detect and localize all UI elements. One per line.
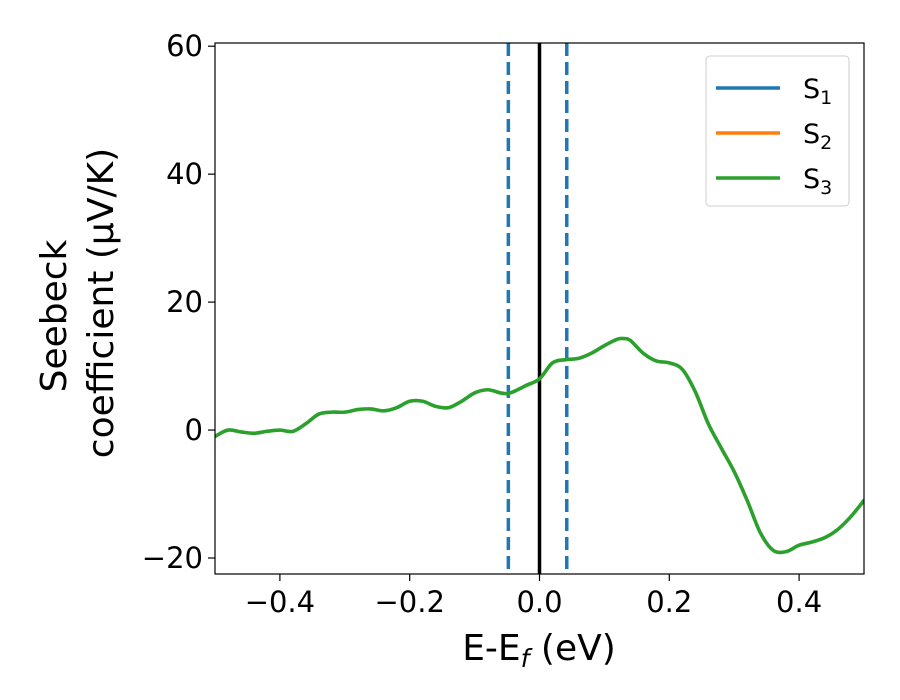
x-tick-label: −0.4 — [245, 585, 315, 619]
reference-lines — [506, 43, 569, 574]
series-line — [215, 336, 864, 555]
series-layer — [215, 336, 864, 555]
x-tick-label: 0.0 — [516, 585, 562, 619]
y-tick-label: 0 — [185, 413, 203, 447]
y-tick-label: 20 — [166, 285, 203, 319]
x-tick-label: 0.2 — [646, 585, 692, 619]
x-tick-label: −0.2 — [374, 585, 444, 619]
x-axis: −0.4 −0.2 0.0 0.2 0.4 — [245, 574, 822, 619]
legend: S1 S2 S3 — [705, 55, 850, 207]
legend-box — [705, 55, 850, 207]
y-axis-title-line2: coefficient (μV/K) — [81, 148, 122, 458]
y-tick-label: 60 — [166, 29, 203, 63]
legend-label: S2 — [803, 119, 832, 154]
x-axis-title-main: E-E — [462, 628, 520, 669]
y-axis-title: Seebeck coefficient (μV/K) — [34, 148, 122, 458]
x-tick-label: 0.4 — [776, 585, 822, 619]
y-axis: −20 0 20 40 60 — [142, 29, 215, 575]
legend-label: S3 — [803, 164, 832, 199]
y-tick-label: 40 — [166, 157, 203, 191]
legend-label: S1 — [803, 74, 832, 109]
y-tick-label: −20 — [142, 541, 203, 575]
x-axis-title-unit: (eV) — [529, 628, 615, 669]
y-axis-title-line1: Seebeck — [34, 239, 75, 392]
x-axis-title: E-Ef (eV) — [462, 628, 616, 673]
